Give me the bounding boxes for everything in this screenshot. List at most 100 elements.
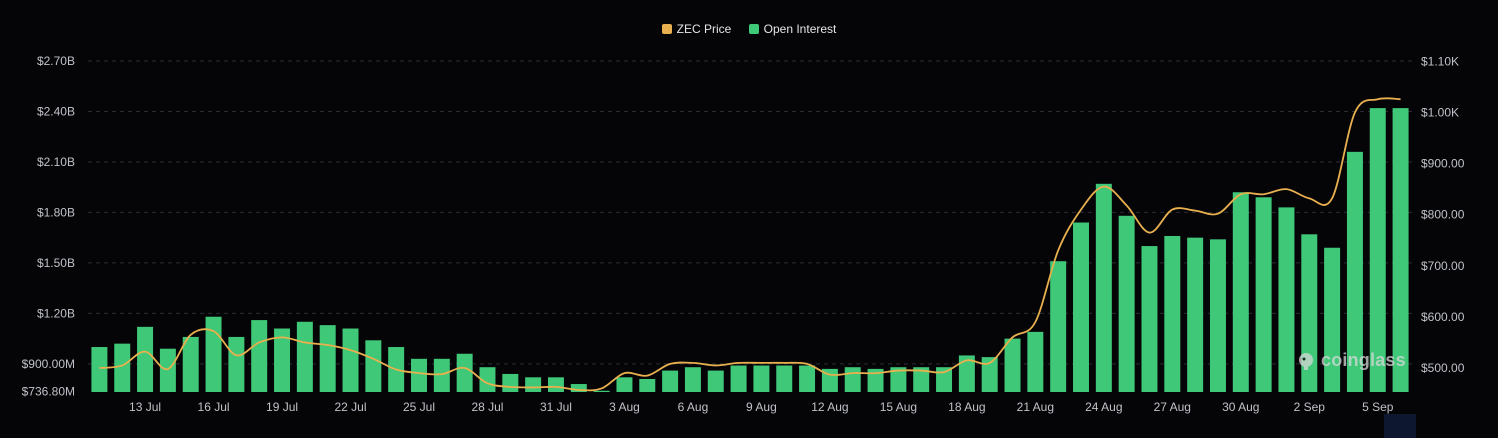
open-interest-bar — [91, 347, 108, 392]
x-axis-tick-label: 31 Jul — [540, 400, 572, 414]
left-axis-tick-label: $2.40B — [37, 104, 75, 118]
open-interest-bar — [114, 343, 131, 392]
open-interest-bar — [547, 377, 564, 392]
x-axis-tick-label: 25 Jul — [403, 400, 435, 414]
open-interest-bar — [684, 367, 701, 392]
left-axis-tick-label: $2.10B — [37, 155, 75, 169]
open-interest-bar — [1346, 151, 1363, 392]
open-interest-bar — [1369, 108, 1386, 393]
open-interest-bar — [1209, 239, 1226, 392]
x-axis-tick-label: 16 Jul — [198, 400, 230, 414]
open-interest-bar — [844, 367, 861, 392]
coinglass-logo-icon — [1299, 352, 1313, 370]
left-axis-tick-label: $1.80B — [37, 205, 75, 219]
open-interest-bar — [1164, 235, 1181, 392]
left-axis-tick-label: $900.00M — [22, 357, 75, 371]
x-axis-tick-label: 5 Sep — [1362, 400, 1394, 414]
open-interest-bar — [502, 373, 519, 392]
left-axis-tick-label: $2.70B — [37, 54, 75, 68]
open-interest-bar — [182, 336, 199, 392]
open-interest-bar — [1324, 247, 1341, 392]
right-axis-ticks: $500.00 $600.00 $700.00 $800.00 $900.00 $1.00… — [1421, 54, 1465, 375]
right-axis-tick-label: $500.00 — [1421, 361, 1465, 375]
x-axis-tick-label: 22 Jul — [335, 400, 367, 414]
open-interest-bar — [730, 365, 747, 392]
right-axis-tick-label: $800.00 — [1421, 208, 1465, 222]
x-axis-tick-label: 15 Aug — [880, 400, 917, 414]
open-interest-bar — [456, 353, 473, 392]
open-interest-bar — [753, 365, 770, 392]
x-axis-tick-label: 19 Jul — [266, 400, 298, 414]
right-axis-tick-label: $700.00 — [1421, 259, 1465, 273]
right-axis-tick-label: $1.00K — [1421, 106, 1459, 120]
left-axis-tick-label: $736.80M — [22, 384, 75, 398]
left-axis-tick-label: $1.50B — [37, 256, 75, 270]
open-interest-bar — [479, 367, 496, 392]
open-interest-bar — [319, 325, 336, 392]
coinglass-watermark: coinglass — [1296, 350, 1406, 371]
x-axis-tick-label: 24 Aug — [1085, 400, 1122, 414]
open-interest-bar — [137, 326, 154, 392]
open-interest-bar — [776, 365, 793, 392]
zec-price-line — [99, 97, 1401, 392]
open-interest-bar — [616, 377, 633, 392]
open-interest-bar — [1004, 338, 1021, 392]
legend: ZEC Price Open Interest — [0, 22, 1498, 37]
x-axis-tick-label: 30 Aug — [1222, 400, 1259, 414]
open-interest-bar — [342, 328, 359, 392]
open-interest-bars — [91, 108, 1409, 393]
open-interest-bar — [662, 370, 679, 392]
open-interest-bar — [1232, 192, 1249, 392]
x-axis-tick-label: 9 Aug — [746, 400, 777, 414]
open-interest-bar — [799, 365, 816, 392]
corner-scroll-icon[interactable] — [1384, 414, 1416, 438]
open-interest-bar — [936, 367, 953, 392]
open-interest-bar — [251, 320, 268, 392]
price-line — [99, 97, 1401, 392]
open-interest-bar — [1187, 237, 1204, 392]
open-interest-bar — [570, 384, 587, 392]
open-interest-bar — [639, 378, 656, 392]
x-axis-ticks: 13 Jul 16 Jul 19 Jul 22 Jul 25 Jul 28 Jul 31 J… — [129, 400, 1394, 414]
x-axis-tick-label: 3 Aug — [609, 400, 640, 414]
open-interest-bar — [525, 377, 542, 392]
right-axis-tick-label: $1.10K — [1421, 54, 1459, 68]
right-axis-tick-label: $600.00 — [1421, 310, 1465, 324]
open-interest-bar — [365, 340, 382, 392]
x-axis-tick-label: 12 Aug — [811, 400, 848, 414]
open-interest-bar — [1141, 246, 1158, 392]
x-axis-tick-label: 2 Sep — [1294, 400, 1326, 414]
open-interest-bar — [867, 368, 884, 392]
x-axis-tick-label: 27 Aug — [1154, 400, 1191, 414]
open-interest-bar — [913, 367, 930, 392]
open-interest-bar — [593, 390, 610, 392]
left-axis-tick-label: $1.20B — [37, 306, 75, 320]
price-swatch — [661, 24, 672, 34]
open-interest-bar — [411, 358, 427, 392]
right-axis-tick-label: $900.00 — [1421, 157, 1465, 171]
open-interest-bar — [159, 348, 176, 392]
open-interest-bar — [274, 328, 291, 392]
x-axis-tick-label: 18 Aug — [948, 400, 985, 414]
legend-item-zec-price[interactable]: ZEC Price — [661, 22, 731, 36]
open-interest-bar — [1255, 197, 1272, 392]
open-interest-bar — [228, 336, 245, 392]
left-axis-ticks: $736.80M $900.00M $1.20B $1.50B $1.80B $2.10B… — [22, 54, 75, 398]
open-interest-bar — [958, 355, 975, 392]
open-interest-bar — [707, 370, 724, 392]
open-interest-bar — [890, 367, 907, 392]
legend-item-open-interest[interactable]: Open Interest — [748, 22, 837, 36]
legend-open-interest-label: Open Interest — [763, 22, 837, 36]
watermark-text: coinglass — [1321, 350, 1406, 370]
x-axis-tick-label: 21 Aug — [1017, 400, 1054, 414]
open-interest-bar — [1073, 222, 1089, 392]
open-interest-bar — [205, 316, 222, 392]
open-interest-bar — [1050, 261, 1067, 392]
x-axis-tick-label: 28 Jul — [471, 400, 503, 414]
open-interest-swatch — [748, 24, 759, 34]
open-interest-bar — [981, 357, 998, 392]
open-interest-bar — [296, 321, 313, 392]
open-interest-bar — [433, 358, 450, 392]
open-interest-bar — [1095, 183, 1112, 392]
